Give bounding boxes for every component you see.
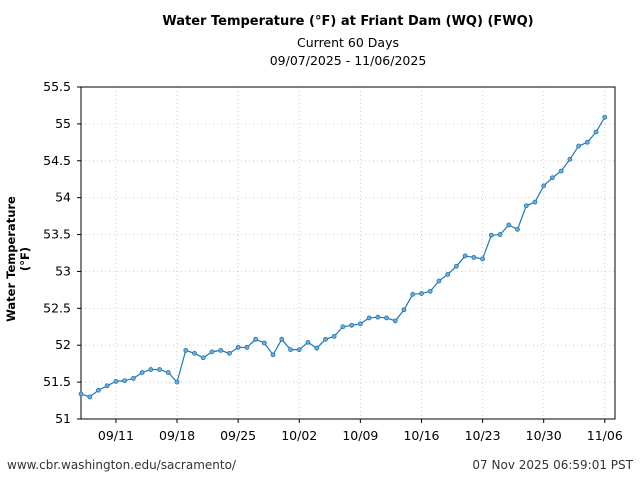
y-tick-label: 55.5 — [43, 79, 71, 94]
data-point — [183, 347, 189, 353]
data-point — [515, 226, 520, 232]
data-point — [244, 345, 250, 350]
data-point — [96, 387, 101, 393]
data-point — [314, 345, 320, 351]
chart-subtitle: Current 60 Days — [297, 35, 399, 50]
data-point — [192, 350, 197, 356]
data-point — [305, 339, 311, 345]
y-tick-label: 54.5 — [43, 153, 71, 168]
data-point — [576, 143, 582, 149]
y-tick-label: 53 — [55, 263, 71, 278]
y-tick-label: 51 — [55, 411, 71, 426]
data-point — [453, 263, 459, 269]
chart-date-range: 09/07/2025 - 11/06/2025 — [269, 53, 427, 68]
y-tick-label: 53.5 — [43, 227, 71, 242]
x-tick-label: 10/09 — [342, 428, 378, 443]
data-point — [235, 345, 241, 350]
data-point — [323, 336, 328, 342]
x-tick-label: 09/25 — [220, 428, 256, 443]
source-link[interactable]: www.cbr.washington.edu/sacramento/ — [7, 458, 236, 472]
data-point — [349, 322, 355, 328]
data-point — [567, 156, 573, 162]
data-point — [541, 183, 547, 189]
data-point — [462, 253, 468, 259]
y-tick-label: 54 — [55, 190, 71, 205]
data-point — [392, 318, 398, 324]
data-point — [401, 307, 407, 313]
data-point — [550, 175, 555, 181]
data-point — [227, 350, 232, 356]
x-tick-label: 10/23 — [465, 428, 501, 443]
data-point — [174, 379, 180, 385]
x-tick-label: 09/11 — [98, 428, 134, 443]
plot-frame — [80, 86, 616, 420]
y-tick-label: 52.5 — [43, 300, 71, 315]
data-point — [340, 324, 346, 330]
data-point — [209, 349, 215, 355]
y-tick-label: 55 — [55, 116, 71, 131]
data-point — [87, 394, 93, 400]
x-tick-label: 11/06 — [587, 428, 623, 443]
data-point — [480, 256, 485, 262]
data-point — [165, 370, 171, 375]
data-point — [602, 114, 608, 120]
data-point — [445, 271, 451, 277]
data-point — [331, 333, 337, 339]
data-point — [296, 347, 302, 353]
data-point — [471, 255, 477, 260]
data-point — [384, 315, 389, 321]
data-point — [506, 222, 512, 228]
data-point — [253, 336, 259, 342]
y-tick-label: 51.5 — [43, 374, 71, 389]
x-tick-label: 09/18 — [159, 428, 195, 443]
data-point — [497, 232, 503, 237]
data-point — [200, 355, 206, 361]
y-tick-label: 52 — [55, 337, 71, 352]
x-tick-label: 10/30 — [526, 428, 562, 443]
data-point — [288, 347, 293, 353]
data-point — [357, 321, 363, 327]
data-point — [375, 314, 381, 320]
x-tick-label: 10/02 — [281, 428, 317, 443]
data-point — [113, 378, 119, 384]
data-point — [279, 336, 285, 342]
data-point — [157, 367, 162, 372]
data-point — [584, 139, 590, 145]
data-point — [104, 383, 110, 389]
data-point — [419, 291, 424, 296]
data-point — [523, 203, 529, 209]
series-line — [80, 116, 606, 398]
data-point — [436, 278, 442, 284]
data-point — [130, 376, 136, 381]
data-point — [139, 370, 145, 375]
data-point — [122, 378, 128, 384]
timestamp: 07 Nov 2025 06:59:01 PST — [472, 458, 633, 472]
data-point — [427, 288, 433, 294]
chart-title: Water Temperature (°F) at Friant Dam (WQ… — [162, 14, 534, 29]
data-point — [410, 291, 416, 297]
data-point — [261, 340, 267, 346]
data-point — [270, 352, 276, 358]
data-point — [148, 367, 154, 372]
data-point — [488, 232, 494, 238]
data-point — [218, 347, 224, 353]
data-point — [78, 391, 84, 397]
data-point — [532, 199, 538, 205]
x-tick-label: 10/16 — [403, 428, 439, 443]
data-point — [593, 129, 599, 135]
data-point — [558, 168, 564, 174]
data-point — [366, 315, 372, 321]
